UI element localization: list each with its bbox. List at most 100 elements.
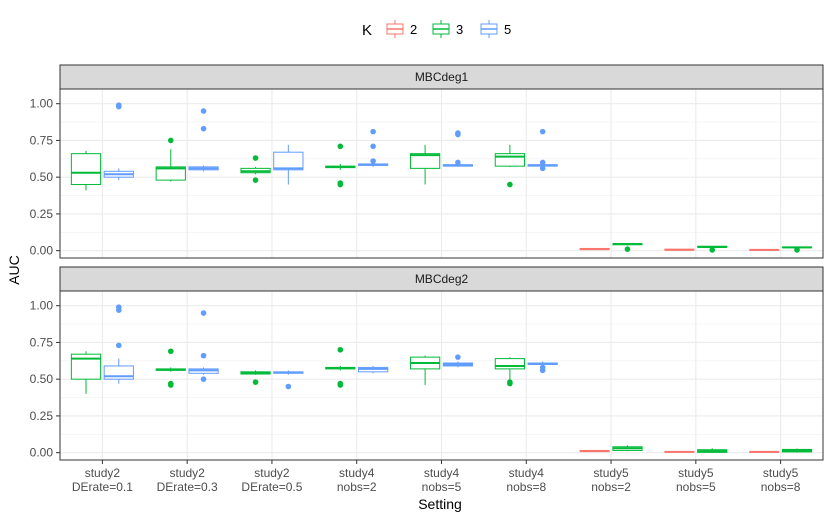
panel-border bbox=[59, 88, 824, 259]
x-tick-label-line2: nobs=8 bbox=[761, 480, 801, 494]
legend-item-k3: 3 bbox=[432, 20, 463, 38]
outlier-point bbox=[539, 165, 546, 172]
x-tick-label-line2: DErate=0.5 bbox=[241, 480, 302, 494]
box-cat2-k5 bbox=[273, 370, 304, 390]
box-cat5-k5 bbox=[527, 361, 558, 374]
x-tick-label-line1: study5 bbox=[678, 466, 714, 480]
x-tick-label-line2: nobs=2 bbox=[591, 480, 631, 494]
box-cat5-k5 bbox=[527, 128, 558, 172]
outlier-point bbox=[200, 125, 207, 132]
x-tick-label-line1: study4 bbox=[339, 466, 375, 480]
box-cat7-k3 bbox=[697, 245, 728, 253]
box-cat1-k5 bbox=[188, 310, 219, 382]
box-cat0-k3 bbox=[70, 351, 102, 394]
outlier-point bbox=[370, 143, 376, 150]
outlier-point bbox=[507, 181, 513, 188]
outlier-point bbox=[709, 247, 716, 253]
outlier-point bbox=[337, 143, 344, 150]
outlier-point bbox=[370, 128, 376, 135]
y-axis-title: AUC bbox=[6, 255, 22, 285]
x-tick-label-line1: study2 bbox=[254, 466, 290, 480]
box bbox=[70, 153, 102, 186]
outlier-point bbox=[167, 380, 174, 387]
facet-panels: MBCdeg1 0.00 0.25 0.50 0.75 1.00 MBCdeg2 0.00 0.… bbox=[30, 64, 824, 461]
outlier-point bbox=[200, 310, 207, 316]
outlier-point bbox=[539, 128, 546, 135]
legend: K 2 3 5 bbox=[362, 20, 511, 39]
outlier-point bbox=[624, 246, 631, 252]
box-cat2-k3 bbox=[240, 370, 271, 385]
box bbox=[494, 358, 526, 370]
y-tick-label: 0.50 bbox=[30, 170, 54, 184]
outlier-point bbox=[455, 354, 461, 360]
outlier-point bbox=[455, 159, 461, 166]
box-cat4-k5 bbox=[442, 354, 474, 368]
x-tick-label-line1: study2 bbox=[85, 466, 121, 480]
x-tick-label-line1: study2 bbox=[169, 466, 205, 480]
box-cat5-k3 bbox=[494, 357, 526, 387]
box-cat1-k3 bbox=[155, 137, 186, 182]
box-cat6-k3 bbox=[612, 243, 643, 252]
facet-strip-label: MBCdeg1 bbox=[415, 70, 469, 84]
x-axis: study2DErate=0.1study2DErate=0.3study2DE… bbox=[72, 460, 801, 494]
box-cat0-k5 bbox=[103, 304, 134, 384]
y-tick-label: 0.25 bbox=[30, 207, 54, 221]
box-cat4-k3 bbox=[409, 355, 441, 386]
box-cat7-k3 bbox=[697, 448, 728, 453]
legend-title: K bbox=[362, 22, 372, 39]
box-cat1-k5 bbox=[188, 108, 219, 172]
x-tick-label-line1: study4 bbox=[509, 466, 545, 480]
y-tick-label: 0.50 bbox=[30, 372, 54, 386]
outlier-point bbox=[337, 380, 344, 387]
outlier-point bbox=[539, 364, 546, 371]
panel-MBCdeg2: MBCdeg2 0.00 0.25 0.50 0.75 1.00 bbox=[30, 266, 824, 461]
box-cat7-k2 bbox=[664, 450, 695, 453]
facet-strip bbox=[59, 266, 824, 292]
legend-label: 2 bbox=[410, 22, 417, 37]
outlier-point bbox=[115, 102, 122, 108]
box-cat7-k2 bbox=[664, 248, 695, 251]
box-cat3-k5 bbox=[357, 128, 389, 167]
box-cat3-k3 bbox=[325, 143, 356, 188]
x-tick-label-line1: study5 bbox=[763, 466, 799, 480]
x-axis-title: Setting bbox=[418, 496, 462, 512]
box-cat3-k3 bbox=[325, 346, 356, 388]
box-cat2-k5 bbox=[273, 144, 304, 185]
outlier-point bbox=[115, 304, 122, 310]
facet-strip-label: MBCdeg2 bbox=[415, 272, 469, 286]
outlier-point bbox=[167, 348, 174, 355]
outlier-point bbox=[200, 352, 207, 359]
y-tick-label: 0.75 bbox=[30, 133, 54, 147]
legend-label: 3 bbox=[456, 22, 463, 37]
box-cat8-k2 bbox=[749, 248, 780, 251]
box-cat6-k3 bbox=[612, 445, 643, 452]
outlier-point bbox=[167, 137, 174, 144]
y-tick-label: 0.25 bbox=[30, 409, 54, 423]
panel-MBCdeg1: MBCdeg1 0.00 0.25 0.50 0.75 1.00 bbox=[30, 64, 824, 259]
outlier-point bbox=[285, 383, 292, 390]
box-cat2-k3 bbox=[240, 155, 271, 183]
outlier-point bbox=[455, 130, 461, 136]
x-tick-label-line2: DErate=0.1 bbox=[72, 480, 133, 494]
legend-item-k5: 5 bbox=[480, 20, 511, 38]
box-cat0-k5 bbox=[103, 102, 134, 181]
y-tick-label: 0.00 bbox=[30, 446, 54, 460]
legend-label: 5 bbox=[504, 22, 511, 37]
y-tick-label: 0.75 bbox=[30, 335, 54, 349]
y-tick-label: 1.00 bbox=[30, 299, 54, 313]
box-cat8-k3 bbox=[781, 448, 813, 453]
outlier-point bbox=[252, 379, 259, 385]
box-cat3-k5 bbox=[357, 365, 389, 374]
box bbox=[494, 153, 526, 167]
box-cat4-k5 bbox=[442, 130, 474, 167]
box-cat8-k2 bbox=[749, 450, 780, 453]
box-cat1-k3 bbox=[155, 348, 186, 388]
y-tick-label: 0.00 bbox=[30, 244, 54, 258]
outlier-point bbox=[337, 346, 344, 353]
facet-strip bbox=[59, 64, 824, 90]
x-tick-label-line2: nobs=5 bbox=[676, 480, 716, 494]
outlier-point bbox=[539, 159, 546, 166]
legend-item-k2: 2 bbox=[386, 20, 417, 38]
box-cat8-k3 bbox=[781, 246, 813, 253]
